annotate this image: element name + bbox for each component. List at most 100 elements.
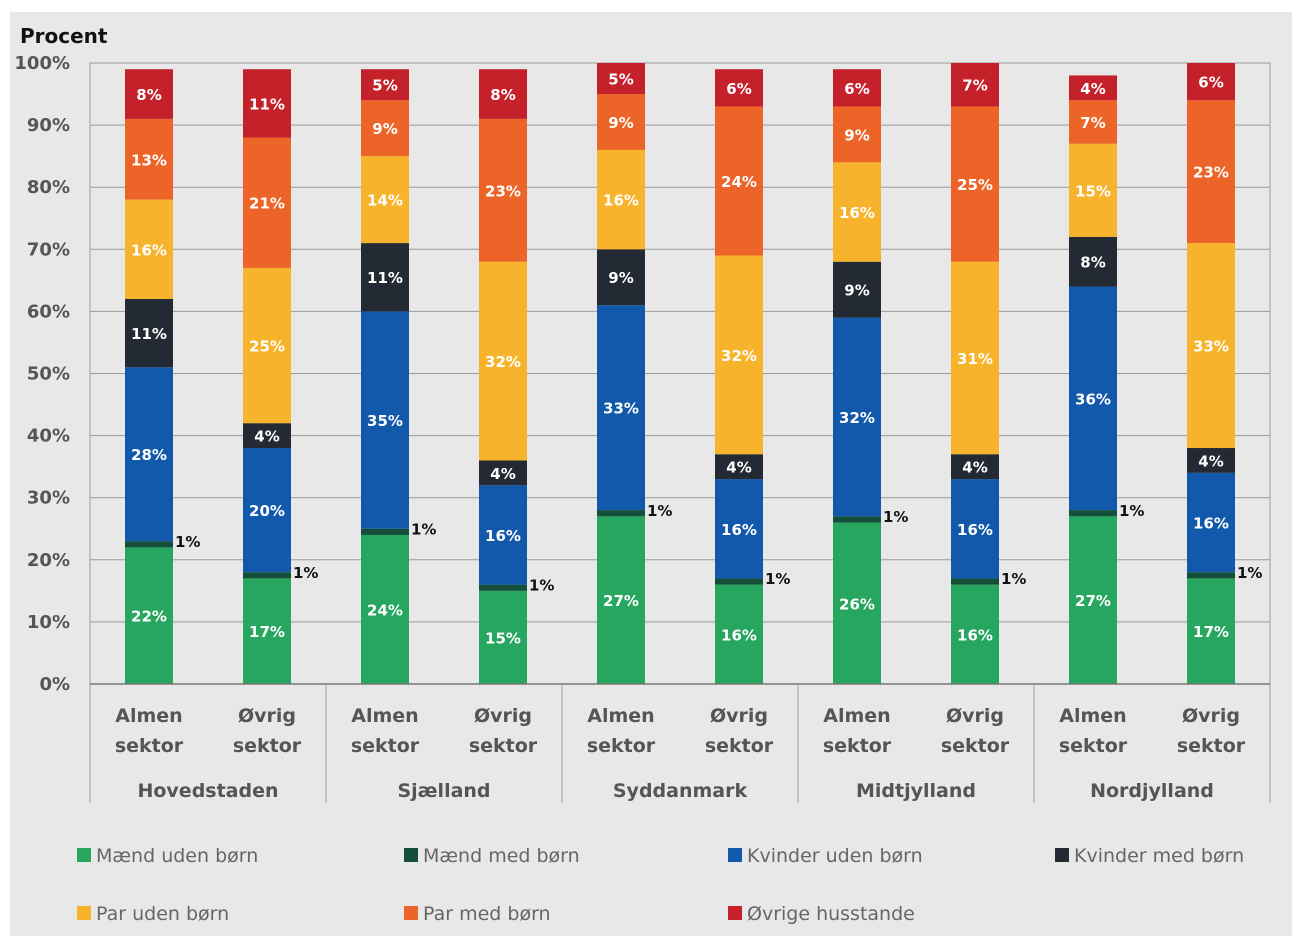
data-label: 4%: [254, 428, 279, 446]
bar-segment: [479, 69, 527, 119]
bar-segment: [951, 261, 999, 455]
bar-segment: [715, 584, 763, 684]
x-tick-label: Almen: [115, 705, 182, 727]
bar-segment: [597, 510, 645, 517]
data-label: 23%: [1193, 164, 1229, 182]
bar-segment: [715, 69, 763, 107]
data-label: 15%: [1075, 182, 1111, 200]
bar-segment: [951, 479, 999, 579]
x-tick-label: sektor: [823, 735, 892, 757]
legend-swatch: [404, 848, 418, 862]
bar-segment: [361, 69, 409, 101]
y-tick-label: 100%: [14, 53, 70, 74]
data-label: 25%: [249, 338, 285, 356]
legend-swatch: [77, 906, 91, 920]
bar-segment: [1069, 100, 1117, 144]
bar-segment: [125, 69, 173, 119]
bar-segment: [833, 516, 881, 523]
legend-label: Mænd uden børn: [96, 845, 258, 867]
bar-segment: [361, 156, 409, 244]
data-label: 24%: [721, 173, 757, 191]
y-tick-label: 40%: [27, 426, 70, 447]
data-label: 21%: [249, 195, 285, 213]
data-label: 4%: [726, 459, 751, 477]
bar-segment: [125, 298, 173, 368]
data-label: 36%: [1075, 390, 1111, 408]
legend-swatch: [77, 848, 91, 862]
data-label: 25%: [957, 176, 993, 194]
bar-segment: [125, 199, 173, 299]
bar-segment: [833, 69, 881, 107]
data-label: 33%: [603, 400, 639, 418]
data-label: 8%: [1080, 254, 1105, 272]
bar-segment: [951, 584, 999, 684]
data-label: 28%: [131, 446, 167, 464]
data-label: 9%: [608, 114, 633, 132]
bar-segment: [361, 100, 409, 157]
y-axis-title: Procent: [20, 24, 108, 48]
data-label: 1%: [1237, 564, 1262, 582]
bar-segment: [715, 255, 763, 455]
data-label: 16%: [957, 626, 993, 644]
bar-segment: [597, 63, 645, 95]
data-label: 1%: [765, 570, 790, 588]
bar-segment: [715, 479, 763, 579]
data-label: 35%: [367, 412, 403, 430]
data-label: 9%: [372, 120, 397, 138]
bar-segment: [243, 423, 291, 449]
y-tick-label: 70%: [27, 239, 70, 260]
bar-segment: [1187, 100, 1235, 244]
data-label: 15%: [485, 629, 521, 647]
bar-segment: [951, 578, 999, 585]
data-label: 26%: [839, 595, 875, 613]
data-label: 8%: [490, 86, 515, 104]
legend-label: Kvinder uden børn: [747, 845, 923, 867]
data-label: 7%: [962, 77, 987, 95]
y-tick-label: 0%: [39, 674, 70, 695]
data-label: 9%: [608, 269, 633, 287]
x-tick-label: sektor: [705, 735, 774, 757]
group-label: Nordjylland: [1090, 780, 1214, 802]
bar-segment: [479, 118, 527, 262]
bar-segment: [597, 94, 645, 150]
data-label: 20%: [249, 502, 285, 520]
y-tick-label: 60%: [27, 301, 70, 322]
data-label: 16%: [1193, 515, 1229, 533]
bar-segment: [833, 522, 881, 684]
bar-segment: [833, 106, 881, 163]
data-label: 6%: [844, 80, 869, 98]
data-label: 11%: [367, 269, 403, 287]
bar-segment: [479, 590, 527, 684]
bar-segment: [715, 454, 763, 480]
data-label: 7%: [1080, 114, 1105, 132]
data-label: 4%: [1080, 80, 1105, 98]
bar-segment: [125, 547, 173, 684]
data-label: 22%: [131, 608, 167, 626]
bar-segment: [1187, 448, 1235, 473]
data-label: 31%: [957, 350, 993, 368]
data-label: 23%: [485, 182, 521, 200]
data-label: 16%: [957, 521, 993, 539]
bar-segment: [243, 267, 291, 424]
bar-segment: [479, 460, 527, 486]
x-tick-label: sektor: [115, 735, 184, 757]
data-label: 9%: [844, 282, 869, 300]
x-tick-label: Almen: [587, 705, 654, 727]
data-label: 17%: [1193, 623, 1229, 641]
x-tick-label: sektor: [941, 735, 1010, 757]
bar-segment: [1187, 572, 1235, 579]
group-label: Midtjylland: [856, 780, 976, 802]
bar-segment: [597, 516, 645, 684]
bar-segment: [361, 243, 409, 312]
x-tick-label: sektor: [587, 735, 656, 757]
bar-segment: [833, 162, 881, 262]
legend-label: Par med børn: [423, 903, 551, 925]
data-label: 4%: [962, 459, 987, 477]
x-tick-label: Øvrig: [710, 705, 768, 727]
bar-segment: [715, 106, 763, 256]
bar-segment: [361, 311, 409, 529]
bar-segment: [479, 261, 527, 461]
data-label: 4%: [490, 465, 515, 483]
data-label: 4%: [1198, 452, 1223, 470]
bar-segment: [715, 578, 763, 585]
